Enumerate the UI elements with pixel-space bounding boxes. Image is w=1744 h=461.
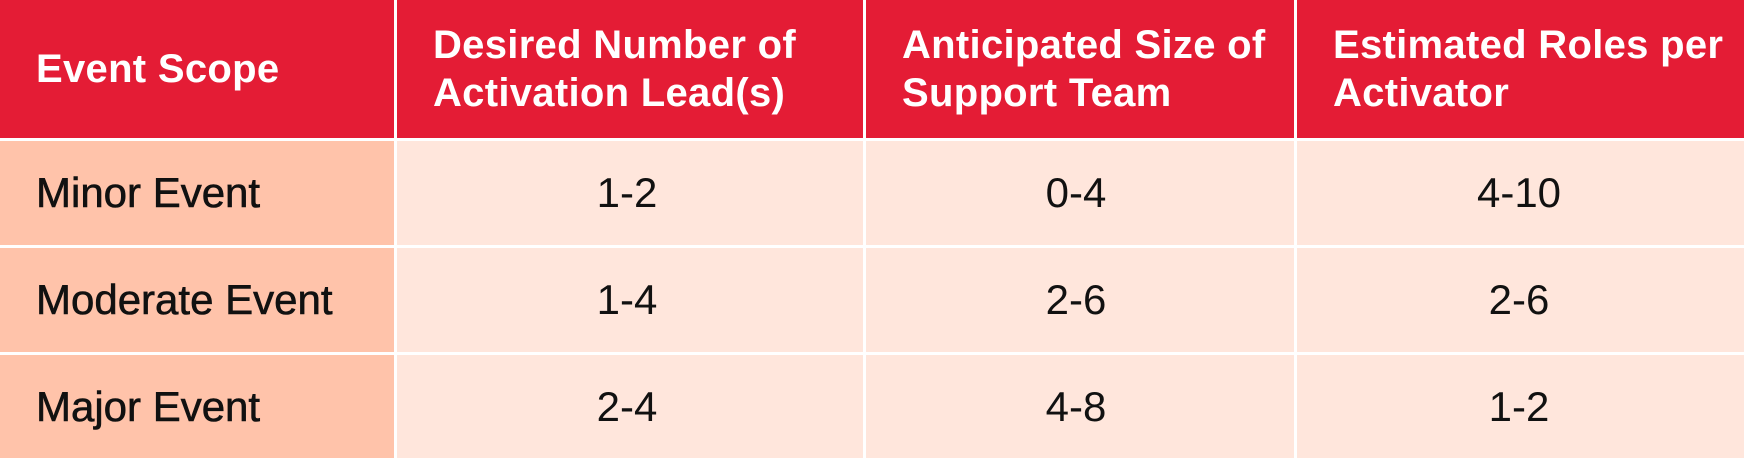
row-label-moderate-event: Moderate Event	[0, 248, 394, 352]
moderate-activation-leads: 1-4	[397, 248, 863, 352]
header-roles-per-activator: Estimated Roles per Activator	[1297, 0, 1744, 138]
minor-roles-per-activator: 4-10	[1297, 141, 1744, 245]
minor-activation-leads: 1-2	[397, 141, 863, 245]
minor-support-team-size: 0-4	[866, 141, 1294, 245]
header-activation-leads: Desired Number of Activation Lead(s)	[397, 0, 863, 138]
major-support-team-size: 4-8	[866, 355, 1294, 458]
header-support-team-size: Anticipated Size of Support Team	[866, 0, 1294, 138]
row-label-major-event: Major Event	[0, 355, 394, 458]
header-event-scope: Event Scope	[0, 0, 394, 138]
major-roles-per-activator: 1-2	[1297, 355, 1744, 458]
moderate-support-team-size: 2-6	[866, 248, 1294, 352]
moderate-roles-per-activator: 2-6	[1297, 248, 1744, 352]
row-label-minor-event: Minor Event	[0, 141, 394, 245]
major-activation-leads: 2-4	[397, 355, 863, 458]
